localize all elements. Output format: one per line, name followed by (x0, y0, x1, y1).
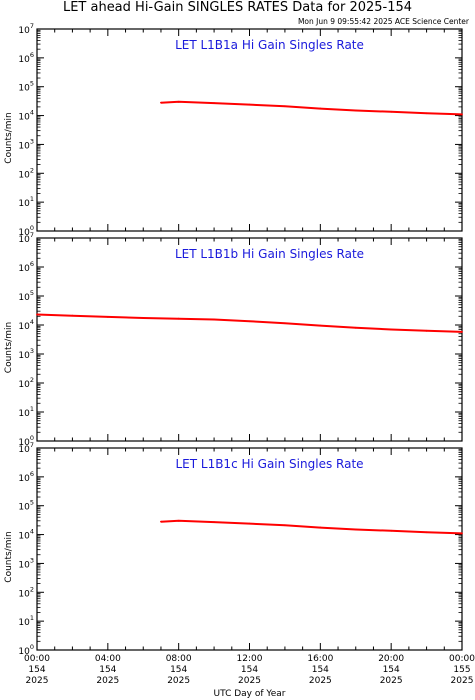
x-tick-day: 154 (383, 665, 400, 675)
x-tick-day: 154 (312, 665, 329, 675)
x-tick-year: 2025 (238, 676, 261, 686)
series-line (160, 100, 463, 116)
x-tick-year: 2025 (167, 676, 190, 686)
y-axis-label: Counts/min (4, 531, 14, 582)
x-tick-time: 20:00 (378, 654, 404, 664)
x-tick-day: 154 (170, 665, 187, 675)
data-point (354, 109, 357, 112)
y-tick-label: 105 (18, 289, 34, 303)
data-point (319, 324, 322, 327)
x-tick-year: 2025 (26, 676, 49, 686)
data-point (284, 322, 286, 325)
data-point (248, 320, 251, 323)
x-tick-time: 04:00 (95, 654, 121, 664)
y-tick-label: 103 (18, 347, 34, 361)
panel-2: 100 101 102 103 104 105 106 107 LET L1B1b Hi Gai… (4, 231, 463, 448)
data-point (160, 101, 162, 104)
y-tick-label: 100 (18, 224, 34, 238)
series-line (36, 313, 463, 333)
data-point (213, 521, 215, 524)
y-tick-label: 103 (18, 137, 34, 151)
x-tick-year: 2025 (380, 676, 403, 686)
data-point (177, 317, 180, 320)
data-point (354, 528, 357, 531)
data-point (390, 110, 393, 113)
x-axis-labels: 00:00154202504:00154202508:00154202512:0… (24, 654, 475, 699)
data-point (461, 532, 463, 535)
y-tick-label: 100 (18, 434, 34, 448)
x-tick-time: 12:00 (237, 654, 263, 664)
y-tick-label: 107 (18, 22, 34, 36)
x-tick-time: 00:00 (449, 654, 475, 664)
y-tick-label: 101 (18, 195, 34, 209)
y-tick-label: 101 (18, 405, 34, 419)
panel-1: 100 101 102 103 104 105 106 107 LET L1B1a Hi Gai… (4, 22, 463, 238)
data-point (160, 520, 162, 523)
y-tick-label: 107 (18, 231, 34, 245)
data-point (425, 329, 428, 332)
page-title: LET ahead Hi-Gain SINGLES RATES Data for… (62, 0, 413, 15)
y-tick-label: 103 (18, 556, 34, 570)
data-point (213, 102, 215, 105)
x-tick-day: 154 (241, 665, 258, 675)
data-point (36, 313, 38, 316)
y-axis-label: Counts/min (4, 112, 14, 163)
y-tick-label: 106 (18, 470, 34, 484)
data-point (390, 529, 393, 532)
y-tick-label: 104 (18, 318, 34, 332)
panel-title: LET L1B1a Hi Gain Singles Rate (175, 38, 364, 52)
x-tick-time: 16:00 (307, 654, 333, 664)
y-tick-label: 104 (18, 109, 34, 123)
x-tick-year: 2025 (451, 676, 474, 686)
data-point (461, 330, 463, 333)
y-tick-label: 104 (18, 528, 34, 542)
data-point (284, 105, 286, 108)
data-point (177, 100, 180, 103)
data-point (71, 314, 74, 317)
y-tick-label: 102 (18, 166, 34, 180)
timestamp: Mon Jun 9 09:55:42 2025 ACE Science Cent… (297, 17, 469, 26)
data-point (248, 103, 251, 106)
data-point (425, 531, 428, 534)
plot-frame (36, 447, 463, 651)
x-tick-day: 155 (453, 665, 470, 675)
panel-title: LET L1B1b Hi Gain Singles Rate (175, 247, 364, 261)
x-tick-year: 2025 (96, 676, 119, 686)
data-point (354, 326, 357, 329)
panel-title: LET L1B1c Hi Gain Singles Rate (175, 457, 363, 471)
data-point (319, 526, 322, 529)
data-point (461, 113, 463, 116)
x-tick-time: 08:00 (166, 654, 192, 664)
x-tick-day: 154 (99, 665, 116, 675)
panel-3: 100 101 102 103 104 105 106 107 LET L1B1c Hi Gai… (4, 441, 463, 657)
data-point (390, 328, 393, 331)
y-tick-label: 102 (18, 585, 34, 599)
y-axis-label: Counts/min (4, 322, 14, 373)
data-point (177, 519, 180, 522)
y-tick-label: 105 (18, 499, 34, 513)
y-tick-label: 100 (18, 643, 34, 657)
y-tick-label: 101 (18, 614, 34, 628)
x-tick-year: 2025 (309, 676, 332, 686)
y-tick-label: 106 (18, 51, 34, 65)
data-point (425, 112, 428, 115)
data-point (213, 318, 215, 321)
data-point (106, 316, 109, 318)
plot-frame (36, 237, 463, 442)
series-line (160, 519, 463, 535)
plot-frame (36, 28, 463, 232)
data-point (319, 107, 322, 110)
x-tick-day: 154 (28, 665, 45, 675)
y-tick-label: 107 (18, 441, 34, 455)
data-point (142, 317, 145, 319)
data-point (248, 522, 251, 525)
y-tick-label: 106 (18, 260, 34, 274)
y-tick-label: 105 (18, 80, 34, 94)
x-axis-label: UTC Day of Year (214, 689, 286, 699)
data-point (284, 524, 286, 527)
y-tick-label: 102 (18, 376, 34, 390)
x-tick-time: 00:00 (24, 654, 50, 664)
